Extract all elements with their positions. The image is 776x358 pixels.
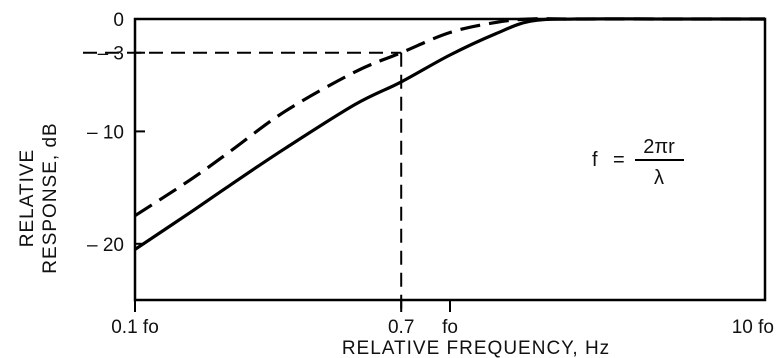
y-tick-label: – 10 [87, 122, 124, 143]
series-line-solid [134, 17, 765, 251]
x-axis-label: RELATIVE FREQUENCY, Hz [342, 338, 610, 358]
y-axis-label-line-2: RESPONSE, dB [40, 122, 61, 273]
y-axis-ticks: 0 – 3 – 10 – 20 [87, 10, 145, 256]
x-tick-label: 10 fo [732, 317, 774, 338]
y-tick-label: 0 [113, 10, 124, 31]
formula-numerator: 2πr [643, 136, 675, 158]
formula-annotation: f = 2πr λ [592, 136, 684, 189]
formula-denominator: λ [654, 167, 664, 189]
y-tick-label: – 3 [98, 44, 124, 65]
x-axis-ticks: 0.1 fo 0.7 fo 10 fo [111, 300, 774, 338]
y-axis-label-line-1: RELATIVE [17, 149, 38, 247]
x-tick-label: 0.7 [388, 317, 414, 338]
series-lines [134, 17, 765, 251]
y-tick-label: – 20 [87, 235, 124, 256]
formula-lhs: f [592, 149, 598, 171]
reference-lines [83, 51, 403, 312]
x-tick-label: fo [442, 317, 458, 338]
series-line-dashed [134, 17, 765, 218]
formula-equals: = [613, 149, 625, 171]
x-tick-label: 0.1 fo [111, 317, 159, 338]
